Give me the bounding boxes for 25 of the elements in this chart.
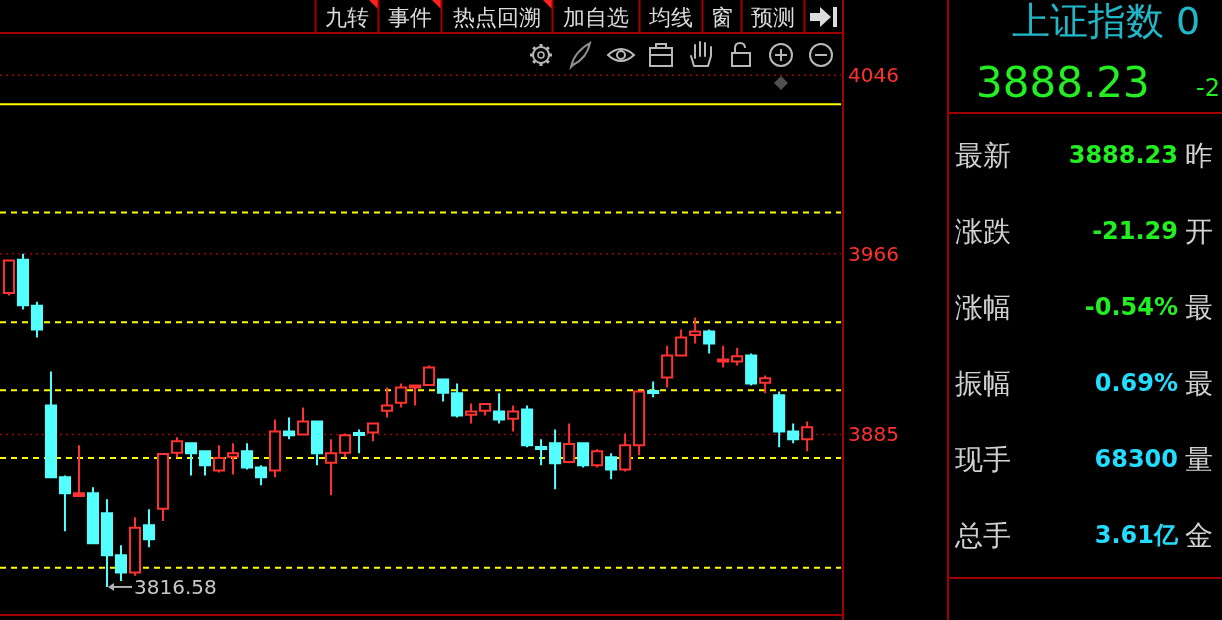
text: 涨幅 <box>955 290 1011 324</box>
text: 现手 <box>955 442 1011 476</box>
text: 振幅 <box>955 366 1011 400</box>
text: 开 <box>1185 214 1213 248</box>
text: 0.69% <box>1094 369 1178 397</box>
text: 金 <box>1185 518 1213 552</box>
text: 量 <box>1185 442 1213 476</box>
text: 最 <box>1185 366 1213 400</box>
y-tick-label: 4046 <box>848 63 899 88</box>
text: 总手 <box>954 518 1011 552</box>
annotation: 3816.58 <box>133 574 217 599</box>
text: 上证指数 0 <box>1012 0 1201 43</box>
text: 3888.23 <box>1068 141 1178 169</box>
text: 3888.23 <box>976 57 1150 107</box>
text: -0.54% <box>1084 293 1178 321</box>
text: -2 <box>1196 74 1220 102</box>
text: 最新 <box>955 138 1011 172</box>
text: 3.61亿 <box>1094 521 1179 549</box>
text: -21.29 <box>1092 217 1178 245</box>
y-tick-label: 3966 <box>848 241 899 266</box>
text: 68300 <box>1094 445 1178 473</box>
text: 涨跌 <box>955 214 1011 248</box>
text: 昨 <box>1185 138 1213 172</box>
text: 最 <box>1185 290 1213 324</box>
y-tick-label: 3885 <box>848 422 899 447</box>
